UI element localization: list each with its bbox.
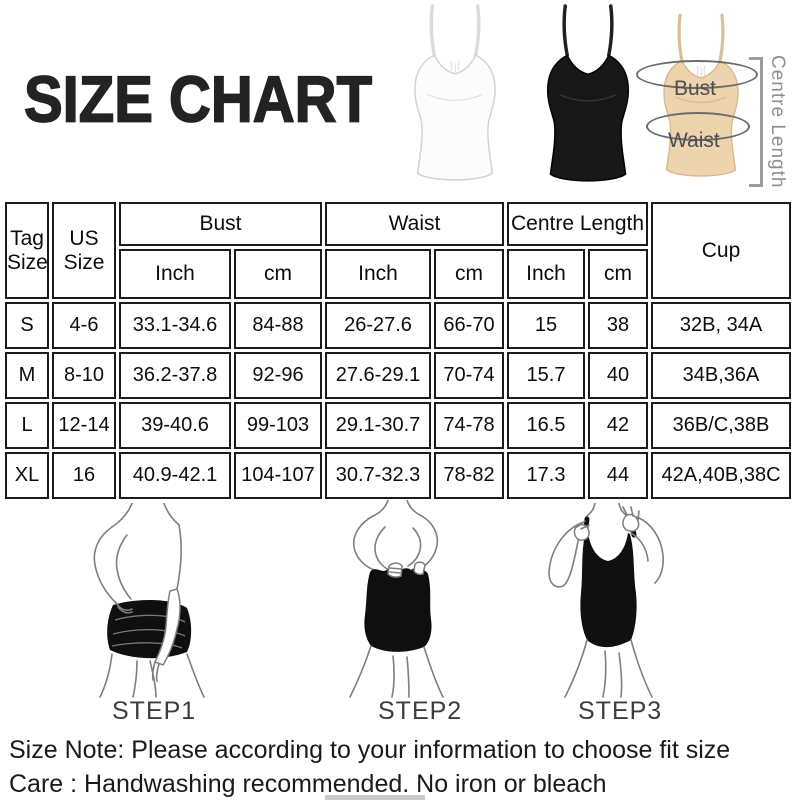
cell-us-size: 16 (52, 452, 116, 499)
cell-centre-length-inch: 16.5 (507, 402, 586, 449)
centre-length-bracket-top-cap (749, 57, 763, 60)
step1-label: STEP1 (112, 697, 197, 725)
cell-centre-length-inch: 15.7 (507, 352, 586, 399)
table-row-l: L 12-14 39-40.6 99-103 29.1-30.7 74-78 1… (5, 402, 792, 449)
cell-bust-inch: 40.9-42.1 (119, 452, 231, 499)
centre-length-bracket-bottom-cap (749, 184, 763, 187)
header-tag-size: Tag Size (5, 202, 49, 299)
cell-waist-cm: 70-74 (434, 352, 505, 399)
cell-tag-size: L (5, 402, 49, 449)
black-camisole-image (547, 4, 629, 182)
cell-waist-inch: 30.7-32.3 (325, 452, 431, 499)
cell-centre-length-inch: 17.3 (507, 452, 586, 499)
header-bust: Bust (119, 202, 322, 246)
cell-us-size: 8-10 (52, 352, 116, 399)
bust-measure-ellipse (636, 60, 758, 89)
table-row-s: S 4-6 33.1-34.6 84-88 26-27.6 66-70 15 3… (5, 302, 792, 349)
header-centre-length-cm: cm (588, 249, 649, 299)
table-row-xl: XL 16 40.9-42.1 104-107 30.7-32.3 78-82 … (5, 452, 792, 499)
cell-centre-length-inch: 15 (507, 302, 586, 349)
cell-bust-cm: 84-88 (234, 302, 322, 349)
cell-bust-inch: 33.1-34.6 (119, 302, 231, 349)
header-us-size: US Size (52, 202, 116, 299)
cell-us-size: 4-6 (52, 302, 116, 349)
table-row-m: M 8-10 36.2-37.8 92-96 27.6-29.1 70-74 1… (5, 352, 792, 399)
cell-waist-cm: 78-82 (434, 452, 505, 499)
centre-length-bracket (760, 57, 763, 187)
step3-label: STEP3 (578, 697, 663, 725)
waist-label: Waist (668, 129, 720, 152)
white-camisole-image (414, 4, 496, 181)
cell-tag-size: S (5, 302, 49, 349)
header-waist-inch: Inch (325, 249, 431, 299)
header-cup: Cup (651, 202, 792, 299)
cell-bust-cm: 92-96 (234, 352, 322, 399)
bottom-divider-bar (325, 795, 425, 800)
step3-figure (548, 503, 664, 698)
cell-cup: 36B/C,38B (651, 402, 792, 449)
cell-waist-inch: 26-27.6 (325, 302, 431, 349)
care-note: Care : Handwashing recommended. No iron … (9, 770, 607, 798)
header-centre-length-inch: Inch (507, 249, 586, 299)
cell-waist-cm: 74-78 (434, 402, 505, 449)
header-waist: Waist (325, 202, 505, 246)
header-centre-length: Centre Length (507, 202, 649, 246)
cell-cup: 34B,36A (651, 352, 792, 399)
page-title: SIZE CHART (23, 62, 373, 136)
step2-figure (349, 500, 444, 698)
size-note: Size Note: Please according to your info… (9, 736, 731, 764)
cell-bust-inch: 39-40.6 (119, 402, 231, 449)
cell-centre-length-cm: 38 (588, 302, 649, 349)
cell-centre-length-cm: 40 (588, 352, 649, 399)
centre-length-label: Centre Length (767, 55, 788, 189)
size-chart-table: Tag Size US Size Bust Waist Centre Lengt… (2, 199, 794, 502)
cell-waist-inch: 27.6-29.1 (325, 352, 431, 399)
step2-label: STEP2 (378, 697, 463, 725)
bust-label: Bust (674, 77, 717, 100)
cell-bust-cm: 104-107 (234, 452, 322, 499)
cell-tag-size: XL (5, 452, 49, 499)
header-waist-cm: cm (434, 249, 505, 299)
header-bust-inch: Inch (119, 249, 231, 299)
cell-waist-inch: 29.1-30.7 (325, 402, 431, 449)
cell-cup: 42A,40B,38C (651, 452, 792, 499)
cell-us-size: 12-14 (52, 402, 116, 449)
cell-waist-cm: 66-70 (434, 302, 505, 349)
cell-cup: 32B, 34A (651, 302, 792, 349)
header-bust-cm: cm (234, 249, 322, 299)
step1-figure (93, 503, 205, 698)
cell-tag-size: M (5, 352, 49, 399)
waist-measure-ellipse (646, 112, 750, 141)
cell-centre-length-cm: 42 (588, 402, 649, 449)
cell-bust-inch: 36.2-37.8 (119, 352, 231, 399)
cell-bust-cm: 99-103 (234, 402, 322, 449)
cell-centre-length-cm: 44 (588, 452, 649, 499)
